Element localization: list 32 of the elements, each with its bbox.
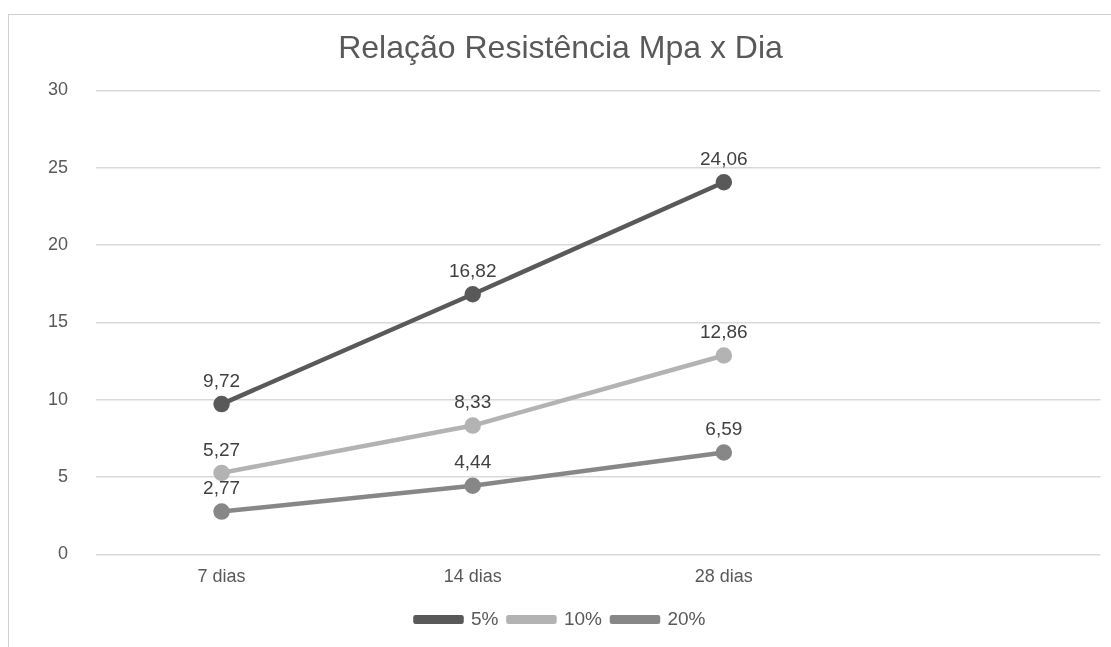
data-label: 8,33 xyxy=(454,391,492,413)
point xyxy=(464,417,481,434)
data-label: 2,77 xyxy=(203,477,241,499)
data-label: 9,72 xyxy=(203,369,241,391)
legend-label: 5% xyxy=(470,607,499,629)
data-label: 24,06 xyxy=(700,148,748,170)
chart-title: Relação Resistência Mpa x Dia xyxy=(338,29,784,66)
data-label: 12,86 xyxy=(700,321,748,343)
data-label: 4,44 xyxy=(454,451,492,473)
y-tick-label: 10 xyxy=(47,388,69,409)
x-tick-label: 14 dias xyxy=(443,566,502,587)
legend-label: 20% xyxy=(667,607,706,629)
point xyxy=(715,174,733,191)
point xyxy=(464,286,481,303)
data-label: 16,82 xyxy=(448,259,497,281)
legend-label: 10% xyxy=(563,607,603,629)
y-tick-label: 30 xyxy=(47,79,69,100)
point xyxy=(213,395,230,413)
data-label: 6,59 xyxy=(705,418,743,440)
x-tick-label: 7 dias xyxy=(197,566,246,587)
point xyxy=(715,444,733,461)
y-tick-label: 20 xyxy=(47,234,69,255)
x-tick-label: 28 dias xyxy=(694,566,753,587)
y-tick-label: 25 xyxy=(47,156,69,177)
point xyxy=(464,477,481,494)
point xyxy=(715,347,733,364)
point xyxy=(213,503,230,520)
y-tick-label: 15 xyxy=(47,311,69,332)
data-label: 5,27 xyxy=(203,438,241,460)
y-tick-label: 5 xyxy=(58,466,69,487)
point xyxy=(213,464,230,482)
y-tick-label: 0 xyxy=(58,543,69,564)
